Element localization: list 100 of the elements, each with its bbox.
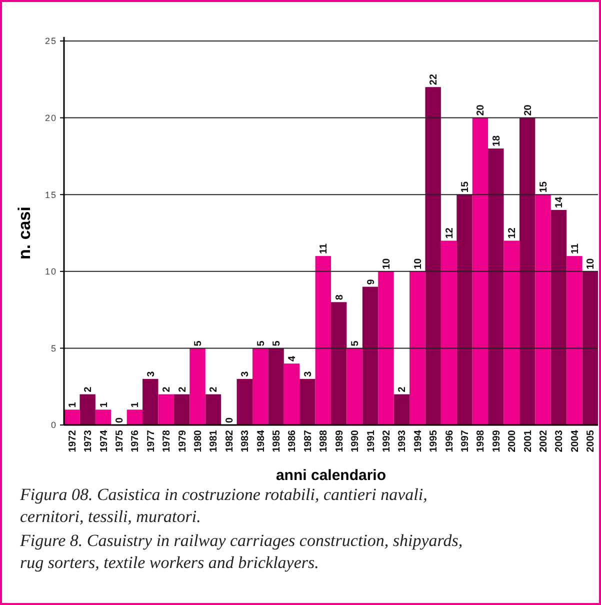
data-label: 2 bbox=[208, 386, 220, 392]
x-tick-label: 2001 bbox=[522, 430, 534, 452]
bar bbox=[284, 364, 300, 425]
data-label: 8 bbox=[334, 294, 346, 300]
text: Figura 08. Casistica in costruzione rotabili, cantieri navali, cernitori, tessili, muratori. bbox=[19, 485, 428, 526]
x-tick-label: 1994 bbox=[412, 430, 424, 452]
bar bbox=[582, 271, 598, 425]
data-label: 5 bbox=[256, 340, 267, 346]
x-tick-label: 1995 bbox=[428, 430, 440, 452]
x-tick-label: 1999 bbox=[491, 430, 502, 452]
bar bbox=[472, 118, 488, 425]
x-tick-label: 2000 bbox=[507, 430, 518, 452]
caption: Figure 8. Casuistry in railway carriages construction, shipyards, rug sorters, textile workers and bricklayers. bbox=[19, 531, 463, 572]
bar bbox=[95, 410, 112, 425]
x-tick-label: 2005 bbox=[586, 430, 597, 452]
x-tick-label: 1985 bbox=[272, 430, 283, 452]
x-tick-label: 1993 bbox=[397, 430, 408, 452]
data-label: 22 bbox=[428, 74, 440, 86]
data-label: 11 bbox=[570, 243, 581, 254]
bar bbox=[519, 118, 536, 425]
bar bbox=[300, 378, 316, 425]
x-tick-label: 2003 bbox=[554, 430, 566, 452]
data-label: 5 bbox=[272, 340, 283, 346]
x-tick-label: 1987 bbox=[302, 430, 314, 452]
data-label: 20 bbox=[476, 104, 487, 116]
bar bbox=[205, 394, 222, 425]
x-axis-title: anni calendario bbox=[276, 467, 386, 484]
bar bbox=[346, 348, 362, 425]
data-label: 10 bbox=[586, 258, 597, 270]
bar bbox=[158, 394, 174, 425]
bar bbox=[410, 271, 426, 425]
x-tick-label: 1989 bbox=[334, 430, 346, 452]
y-tick-label: 0 bbox=[50, 420, 57, 430]
x-tick-label: 1976 bbox=[130, 430, 142, 452]
bar bbox=[488, 148, 504, 425]
x-tick-label: 1979 bbox=[177, 430, 188, 452]
data-label: 2 bbox=[177, 386, 188, 392]
bar bbox=[440, 240, 457, 425]
data-label: 2 bbox=[83, 386, 94, 392]
data-label: 3 bbox=[240, 370, 252, 377]
y-axis-title: n. casi bbox=[15, 206, 34, 260]
bar bbox=[566, 256, 582, 425]
x-tick-label: 1984 bbox=[256, 430, 267, 452]
data-label: 0 bbox=[224, 417, 236, 423]
x-tick-label: 1986 bbox=[287, 430, 298, 452]
data-label: 5 bbox=[193, 340, 204, 346]
data-label: 5 bbox=[350, 340, 362, 346]
data-label: 2 bbox=[162, 386, 173, 392]
data-label: 12 bbox=[507, 227, 518, 239]
data-label: 1 bbox=[130, 402, 142, 408]
data-label: 11 bbox=[318, 243, 330, 254]
data-label: 15 bbox=[460, 181, 471, 193]
data-label: 3 bbox=[146, 370, 157, 377]
bar bbox=[268, 348, 284, 425]
bar bbox=[64, 410, 80, 425]
data-label: 1 bbox=[98, 402, 110, 408]
data-label: 0 bbox=[114, 417, 126, 423]
y-tick-label: 20 bbox=[44, 112, 57, 123]
y-tick-label: 25 bbox=[44, 36, 57, 46]
data-label: 15 bbox=[538, 181, 550, 193]
bar bbox=[362, 286, 378, 425]
bar bbox=[394, 394, 410, 425]
bar bbox=[126, 410, 143, 425]
data-label: 1 bbox=[67, 402, 78, 408]
data-label: 12 bbox=[444, 227, 456, 239]
y-tick-label: 10 bbox=[44, 266, 57, 277]
x-tick-label: 1978 bbox=[162, 430, 173, 452]
x-tick-label: 1991 bbox=[366, 430, 377, 452]
x-tick-label: 1974 bbox=[98, 430, 110, 452]
x-tick-label: 1975 bbox=[114, 430, 126, 452]
bar bbox=[550, 210, 567, 425]
x-tick-label: 1983 bbox=[240, 430, 252, 452]
bar bbox=[425, 87, 441, 425]
x-tick-label: 1973 bbox=[83, 430, 94, 452]
x-tick-label: 1992 bbox=[381, 430, 392, 452]
x-tick-label: 1982 bbox=[224, 430, 236, 452]
data-label: 2 bbox=[397, 386, 408, 392]
data-label: 14 bbox=[554, 196, 566, 208]
y-tick-label: 5 bbox=[50, 343, 57, 354]
bar bbox=[456, 194, 472, 425]
bar bbox=[252, 348, 268, 425]
bar bbox=[142, 378, 158, 425]
data-label: 20 bbox=[522, 104, 534, 116]
x-tick-label: 1980 bbox=[193, 430, 204, 452]
bar bbox=[174, 394, 190, 425]
bar bbox=[535, 194, 551, 425]
data-label: 9 bbox=[366, 278, 377, 285]
data-label: 18 bbox=[491, 134, 502, 147]
x-tick-label: 1972 bbox=[67, 430, 78, 452]
y-tick-label: 15 bbox=[44, 190, 57, 200]
bar bbox=[236, 378, 252, 425]
data-label: 10 bbox=[412, 258, 424, 270]
bar bbox=[504, 240, 520, 425]
bar bbox=[190, 348, 206, 425]
x-tick-label: 1997 bbox=[460, 430, 471, 452]
x-tick-label: 1998 bbox=[476, 430, 487, 452]
x-tick-label: 1996 bbox=[444, 430, 456, 452]
bar bbox=[378, 271, 394, 425]
data-label: 3 bbox=[302, 370, 314, 377]
x-tick-label: 2004 bbox=[570, 430, 581, 452]
